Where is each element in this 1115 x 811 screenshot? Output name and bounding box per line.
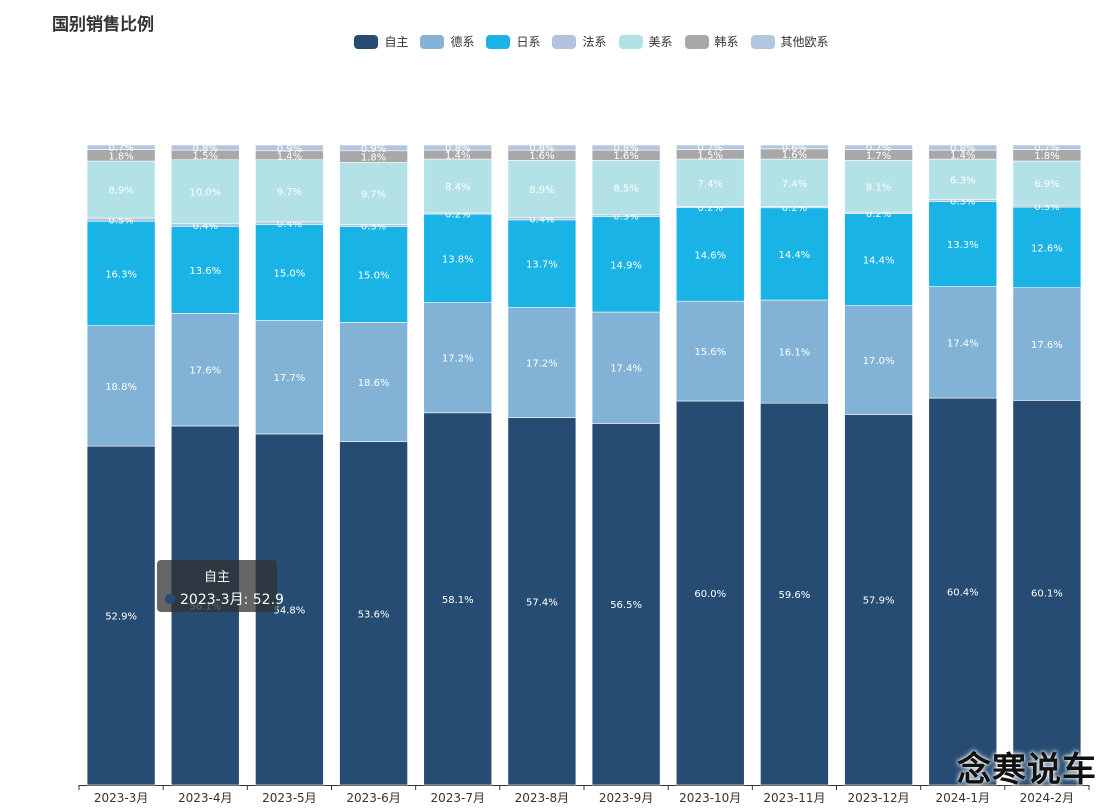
- bar-data-label: 12.6%: [1031, 243, 1063, 254]
- x-tick-label: 2024-1月: [935, 791, 990, 805]
- x-tick-label: 2023-8月: [515, 791, 570, 805]
- x-tick-label: 2023-4月: [178, 791, 233, 805]
- bar-data-label: 0.8%: [613, 144, 638, 155]
- bar-data-label: 0.8%: [193, 144, 218, 155]
- bar-data-label: 0.8%: [950, 144, 975, 155]
- bar-data-label: 14.4%: [779, 250, 811, 261]
- bar-data-label: 9.7%: [277, 187, 302, 198]
- tooltip-title: 自主: [165, 566, 269, 585]
- bar-data-label: 13.7%: [526, 260, 558, 271]
- bar-data-label: 0.9%: [277, 144, 302, 155]
- bar-data-label: 0.8%: [529, 144, 554, 155]
- x-tick-label: 2023-3月: [94, 791, 149, 805]
- bar-data-label: 6.3%: [950, 175, 975, 186]
- bar-data-label: 14.4%: [863, 256, 895, 267]
- bar-data-label: 8.1%: [866, 182, 891, 193]
- bar-data-label: 0.7%: [698, 143, 723, 154]
- tooltip: 自主 2023-3月: 52.9: [157, 560, 277, 612]
- bar-data-label: 13.8%: [442, 254, 474, 265]
- bar-data-label: 15.6%: [694, 347, 726, 358]
- bar-data-label: 0.7%: [1034, 143, 1059, 154]
- x-tick-label: 2023-6月: [346, 791, 401, 805]
- x-tick-label: 2023-11月: [763, 791, 825, 805]
- x-tick-label: 2023-5月: [262, 791, 317, 805]
- bar-data-label: 0.7%: [108, 143, 133, 154]
- bar-data-label: 7.4%: [698, 179, 723, 190]
- bar-data-label: 9.7%: [361, 189, 386, 200]
- x-tick-label: 2023-9月: [599, 791, 654, 805]
- bar-data-label: 17.2%: [526, 359, 558, 370]
- bar-data-label: 60.0%: [694, 589, 726, 600]
- bar-data-label: 0.9%: [361, 144, 386, 155]
- tooltip-text: 2023-3月: 52.9: [180, 589, 284, 609]
- bar-data-label: 53.6%: [358, 609, 390, 620]
- bar-data-label: 59.6%: [779, 590, 811, 601]
- bar-data-label: 17.6%: [1031, 340, 1063, 351]
- tooltip-series-dot: [165, 594, 175, 604]
- bar-data-label: 15.0%: [274, 268, 306, 279]
- bar-data-label: 16.3%: [105, 269, 137, 280]
- bar-data-label: 60.1%: [1031, 589, 1063, 600]
- bar-data-label: 17.0%: [863, 356, 895, 367]
- bar-data-label: 17.7%: [274, 373, 306, 384]
- bar-data-label: 6.9%: [1034, 179, 1059, 190]
- bar-data-label: 17.6%: [189, 366, 221, 377]
- bar-data-label: 57.9%: [863, 596, 895, 607]
- bar-data-label: 16.1%: [779, 348, 811, 359]
- bar-data-label: 0.7%: [866, 143, 891, 154]
- bar-data-label: 8.4%: [445, 182, 470, 193]
- bar-data-label: 14.6%: [694, 250, 726, 261]
- bar-data-label: 8.5%: [613, 184, 638, 195]
- bar-data-label: 18.6%: [358, 378, 390, 389]
- bar-data-label: 60.4%: [947, 588, 979, 599]
- x-tick-label: 2023-10月: [679, 791, 741, 805]
- x-tick-label: 2024-2月: [1020, 791, 1075, 805]
- bar-data-label: 15.0%: [358, 270, 390, 281]
- bar-data-label: 0.6%: [782, 143, 807, 154]
- watermark: 念寒说车: [957, 742, 1097, 791]
- bar-data-label: 8.9%: [108, 186, 133, 197]
- bar-data-label: 17.4%: [947, 338, 979, 349]
- bar-data-label: 17.4%: [610, 364, 642, 375]
- x-tick-label: 2023-12月: [848, 791, 910, 805]
- bar-data-label: 13.6%: [189, 266, 221, 277]
- bar-data-label: 14.9%: [610, 260, 642, 271]
- bar-data-label: 58.1%: [442, 595, 474, 606]
- bar-data-label: 57.4%: [526, 597, 558, 608]
- bar-data-label: 10.0%: [189, 188, 221, 199]
- bar-data-label: 18.8%: [105, 382, 137, 393]
- stacked-bar-chart: 52.9%18.8%16.3%0.5%8.9%1.8%0.7%2023-3月56…: [0, 0, 1115, 811]
- bar-data-label: 8.9%: [529, 185, 554, 196]
- bar-data-label: 0.8%: [445, 144, 470, 155]
- bar-data-label: 7.4%: [782, 179, 807, 190]
- bar-data-label: 17.2%: [442, 354, 474, 365]
- bar-data-label: 56.5%: [610, 600, 642, 611]
- x-tick-label: 2023-7月: [430, 791, 485, 805]
- bar-data-label: 13.3%: [947, 240, 979, 251]
- bar-data-label: 52.9%: [105, 612, 137, 623]
